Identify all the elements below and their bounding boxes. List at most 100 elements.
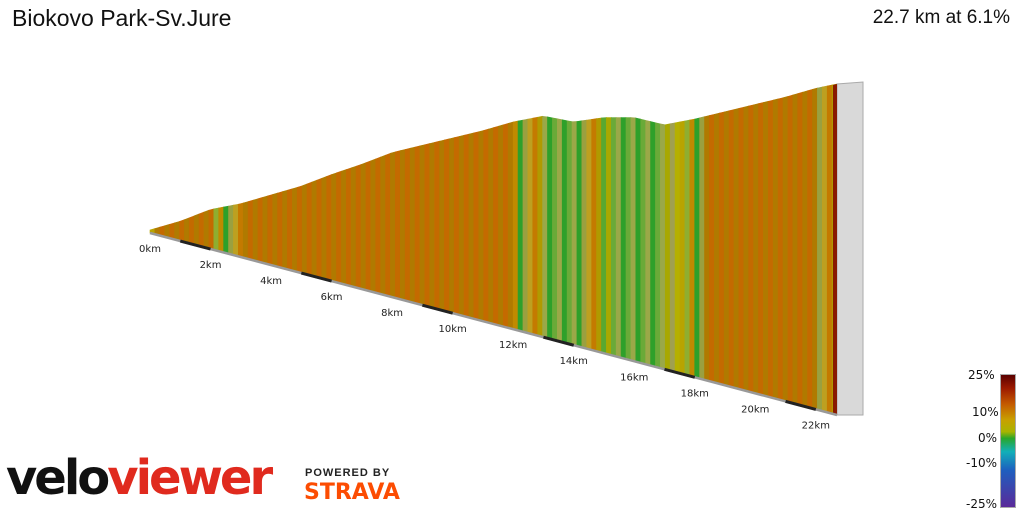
gradient-strip <box>350 165 357 288</box>
gradient-strip <box>625 117 632 361</box>
distance-tick-label: 10km <box>439 324 467 335</box>
gradient-strip <box>434 140 440 311</box>
gradient-strip <box>257 196 264 264</box>
gradient-strip <box>174 221 180 242</box>
distance-segment <box>421 303 454 315</box>
gradient-strip <box>610 117 617 357</box>
gradient-strip <box>375 156 381 295</box>
distance-segment <box>543 335 575 347</box>
gradient-strip <box>566 120 573 346</box>
gradient-strip <box>586 119 592 351</box>
gradient-strip <box>306 181 313 277</box>
gradient-strip <box>601 117 607 355</box>
gradient-legend-bar <box>1000 374 1016 508</box>
gradient-strip <box>395 150 401 300</box>
gradient-strip <box>390 151 396 299</box>
gradient-strip <box>208 208 215 251</box>
gradient-strip <box>203 209 210 249</box>
gradient-strip <box>782 96 789 403</box>
gradient-strip <box>571 121 578 347</box>
strava-logo: STRAVA <box>304 480 400 505</box>
gradient-strip <box>709 113 715 383</box>
gradient-strip <box>355 164 362 290</box>
gradient-strip <box>718 111 725 386</box>
gradient-strip <box>311 179 318 278</box>
gradient-strip <box>370 158 377 294</box>
gradient-strip <box>669 122 676 373</box>
gradient-strip <box>581 119 588 350</box>
gradient-strip <box>596 117 602 353</box>
gradient-strip <box>449 137 455 314</box>
gradient-strip <box>699 116 705 381</box>
legend-tick: -25% <box>966 497 998 511</box>
gradient-strip <box>331 172 337 283</box>
segment-title: Biokovo Park-Sv.Jure <box>12 5 232 31</box>
gradient-strip <box>321 175 327 281</box>
distance-segment <box>785 399 817 411</box>
legend-tick: 10% <box>972 405 999 419</box>
gradient-strip <box>591 118 597 352</box>
gradient-strip <box>674 121 681 374</box>
profile-end-face <box>836 81 864 416</box>
gradient-strip <box>488 127 494 325</box>
gradient-strip <box>272 192 278 268</box>
gradient-strip <box>679 120 686 376</box>
gradient-strip <box>385 152 391 298</box>
gradient-strip <box>238 202 244 259</box>
gradient-strip <box>228 204 234 256</box>
gradient-strip <box>478 130 484 322</box>
distance-tick-label: 4km <box>260 276 282 287</box>
gradient-strip <box>169 222 175 240</box>
veloviewer-logo: veloviewer <box>6 450 273 506</box>
gradient-strip <box>777 97 784 402</box>
gradient-strip <box>728 109 735 389</box>
gradient-strip <box>792 93 799 405</box>
gradient-strip <box>345 167 352 287</box>
gradient-strip <box>556 118 563 343</box>
gradient-strip <box>184 217 190 244</box>
gradient-strip <box>498 124 504 327</box>
distance-tick-label: 8km <box>381 308 403 319</box>
gradient-strip <box>684 119 691 377</box>
gradient-strip <box>620 117 627 360</box>
gradient-strip <box>223 205 229 255</box>
gradient-strips <box>149 81 864 416</box>
segment-summary: 22.7 km at 6.1% <box>872 7 1010 28</box>
gradient-strip <box>817 86 823 412</box>
gradient-strip <box>826 84 833 415</box>
gradient-strip <box>507 121 514 330</box>
gradient-strip <box>704 115 710 382</box>
legend-tick: 0% <box>978 431 998 445</box>
gradient-strip <box>429 141 435 309</box>
gradient-strip <box>763 100 769 398</box>
gradient-strip <box>767 99 774 399</box>
gradient-legend <box>1000 374 1020 510</box>
distance-tick-label: 18km <box>681 388 709 399</box>
gradient-strip <box>463 133 470 318</box>
gradient-strip <box>188 215 195 246</box>
gradient-strip <box>282 189 288 270</box>
gradient-strip <box>660 123 666 370</box>
gradient-strip <box>807 88 813 409</box>
gradient-strip <box>316 177 323 279</box>
gradient-strip <box>444 138 450 313</box>
gradient-strip <box>640 118 646 365</box>
gradient-strip <box>561 119 568 344</box>
gradient-strip <box>532 116 538 337</box>
gradient-strip <box>468 132 475 320</box>
gradient-strip <box>743 105 749 392</box>
gradient-strip <box>336 170 342 285</box>
gradient-strip <box>458 134 465 317</box>
gradient-strip <box>341 169 347 286</box>
distance-segment <box>300 271 332 283</box>
distance-segment <box>664 367 696 379</box>
gradient-strip <box>399 149 406 301</box>
distance-tick-label: 12km <box>499 340 527 351</box>
gradient-strip <box>733 108 740 390</box>
gradient-strip <box>606 117 612 356</box>
gradient-strip <box>547 116 553 340</box>
gradient-strip <box>787 94 794 404</box>
distance-axis: 0km 2km 4km 6km 8km 10km 12km 14km 16km 18km 20km 2… <box>139 231 838 431</box>
gradient-strip <box>439 139 445 312</box>
gradient-strip <box>748 104 754 394</box>
